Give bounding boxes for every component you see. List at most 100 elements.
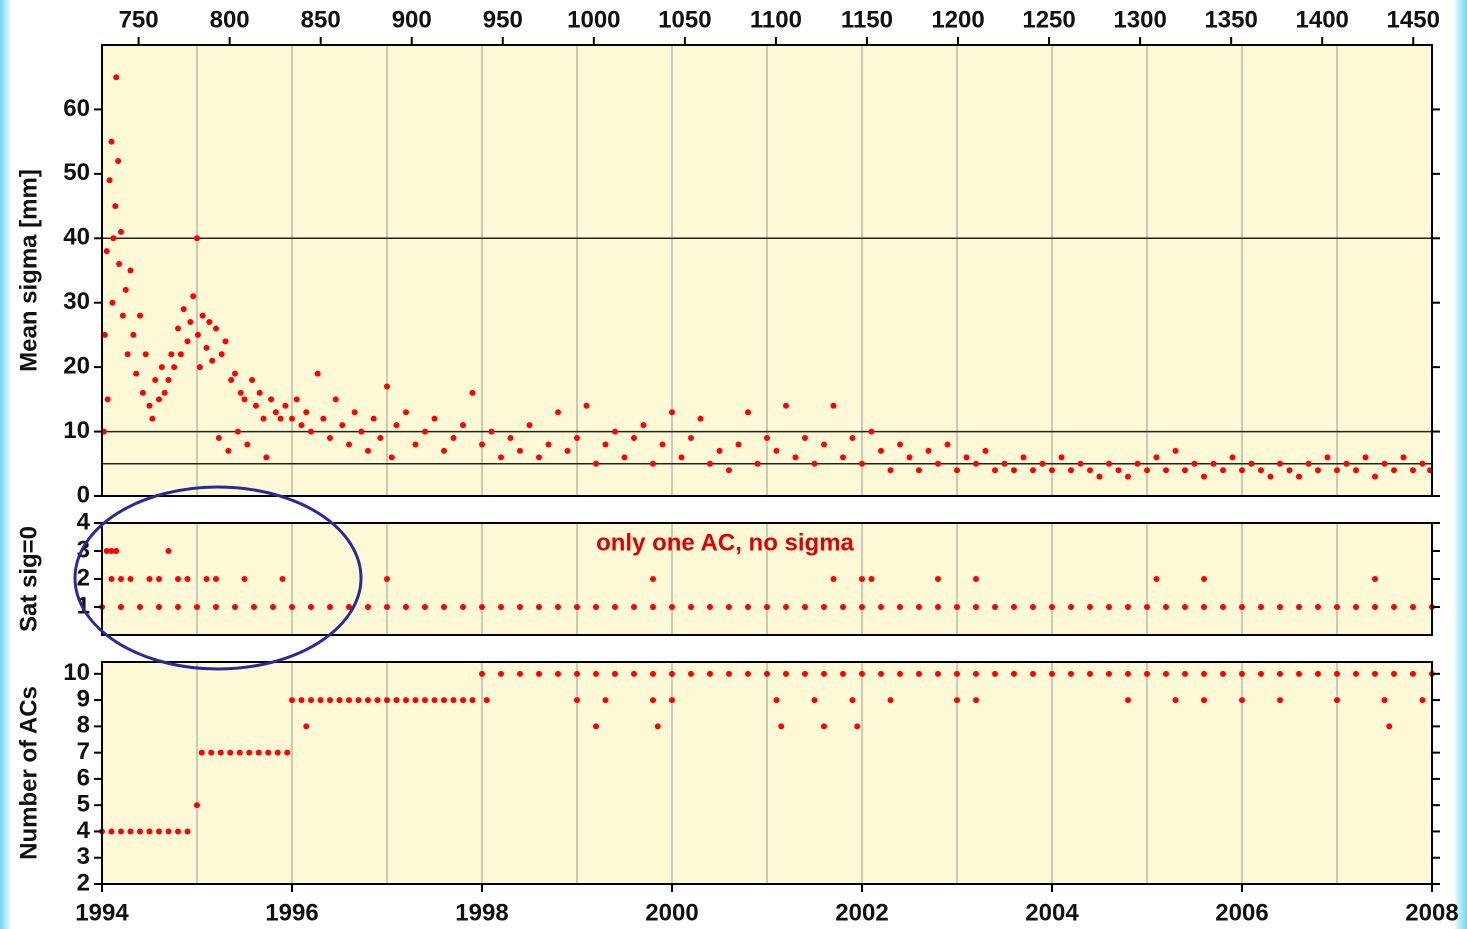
y-tick-label: 10 bbox=[63, 417, 90, 444]
data-point bbox=[1077, 460, 1084, 467]
y-axis-label: Mean sigma [mm] bbox=[15, 169, 42, 372]
data-point bbox=[745, 604, 751, 610]
data-point bbox=[897, 604, 903, 610]
data-point bbox=[897, 441, 903, 448]
data-point bbox=[152, 377, 159, 384]
data-point bbox=[109, 299, 116, 306]
data-point bbox=[849, 697, 856, 704]
data-point bbox=[1391, 467, 1397, 474]
data-point bbox=[203, 344, 210, 351]
data-point bbox=[422, 428, 428, 435]
y-tick-label: 20 bbox=[63, 352, 90, 379]
y-tick-label: 5 bbox=[77, 791, 90, 818]
data-point bbox=[234, 428, 241, 435]
data-point bbox=[469, 389, 476, 396]
data-point bbox=[272, 409, 279, 416]
data-point bbox=[1239, 697, 1245, 704]
data-point bbox=[1049, 604, 1055, 610]
data-point bbox=[536, 604, 542, 610]
data-point bbox=[593, 460, 599, 467]
data-point bbox=[1400, 454, 1407, 461]
data-point bbox=[156, 604, 162, 610]
data-point bbox=[878, 604, 884, 610]
data-point bbox=[165, 548, 172, 554]
data-point bbox=[194, 235, 200, 242]
data-point bbox=[365, 697, 371, 704]
data-point bbox=[122, 286, 129, 293]
data-point bbox=[1381, 460, 1388, 467]
data-point bbox=[878, 670, 884, 677]
data-point bbox=[206, 319, 213, 326]
data-point bbox=[555, 670, 561, 677]
x2-tick-label: 750 bbox=[119, 6, 159, 33]
data-point bbox=[298, 422, 305, 429]
data-point bbox=[137, 604, 143, 610]
data-point bbox=[146, 576, 153, 582]
data-point bbox=[246, 749, 253, 756]
data-point bbox=[393, 422, 400, 429]
annotation: only one AC, no sigma bbox=[596, 529, 854, 556]
data-point bbox=[384, 604, 390, 610]
data-point bbox=[1068, 604, 1074, 610]
data-point bbox=[327, 435, 333, 442]
data-point bbox=[142, 351, 149, 358]
data-point bbox=[289, 697, 295, 704]
x-tick-label: 1994 bbox=[75, 899, 129, 926]
data-point bbox=[108, 828, 115, 835]
data-point bbox=[241, 576, 248, 582]
data-point bbox=[1239, 670, 1245, 677]
data-point bbox=[593, 723, 599, 730]
x-tick-label: 2008 bbox=[1405, 899, 1458, 926]
data-point bbox=[517, 604, 523, 610]
data-point bbox=[935, 604, 941, 610]
x2-tick-label: 1300 bbox=[1113, 6, 1166, 33]
data-point bbox=[403, 604, 409, 610]
data-point bbox=[384, 383, 390, 390]
data-point bbox=[868, 428, 875, 435]
data-point bbox=[184, 576, 191, 582]
data-point bbox=[314, 370, 321, 377]
x2-tick-label: 1250 bbox=[1022, 6, 1075, 33]
data-point bbox=[1153, 576, 1160, 582]
data-point bbox=[1058, 454, 1065, 461]
data-point bbox=[935, 460, 941, 467]
data-point bbox=[236, 749, 243, 756]
data-point bbox=[1125, 604, 1131, 610]
data-point bbox=[821, 604, 827, 610]
data-point bbox=[274, 749, 281, 756]
data-point bbox=[1220, 604, 1226, 610]
data-point bbox=[1125, 697, 1131, 704]
data-point bbox=[1343, 460, 1350, 467]
data-point bbox=[412, 441, 419, 448]
data-point bbox=[1144, 670, 1150, 677]
data-point bbox=[1106, 670, 1112, 677]
data-point bbox=[1315, 670, 1321, 677]
data-point bbox=[218, 351, 225, 358]
data-point bbox=[161, 389, 168, 396]
data-point bbox=[355, 697, 362, 704]
data-point bbox=[1172, 697, 1179, 704]
data-point bbox=[726, 467, 732, 474]
data-point bbox=[213, 325, 219, 332]
data-point bbox=[517, 447, 523, 454]
data-point bbox=[1163, 670, 1169, 677]
data-point bbox=[792, 454, 799, 461]
data-point bbox=[187, 319, 194, 326]
data-point bbox=[1068, 467, 1074, 474]
data-point bbox=[228, 377, 235, 384]
data-point bbox=[118, 828, 124, 835]
data-point bbox=[992, 467, 998, 474]
data-point bbox=[1030, 670, 1036, 677]
x-tick-label: 2002 bbox=[835, 899, 888, 926]
data-point bbox=[175, 576, 181, 582]
data-point bbox=[840, 604, 846, 610]
data-point bbox=[1277, 697, 1283, 704]
data-point bbox=[1334, 604, 1340, 610]
data-point bbox=[168, 351, 175, 358]
data-point bbox=[116, 261, 123, 268]
data-point bbox=[802, 670, 808, 677]
data-point bbox=[1191, 460, 1198, 467]
data-point bbox=[1334, 697, 1340, 704]
data-point bbox=[289, 415, 295, 422]
data-point bbox=[431, 697, 438, 704]
